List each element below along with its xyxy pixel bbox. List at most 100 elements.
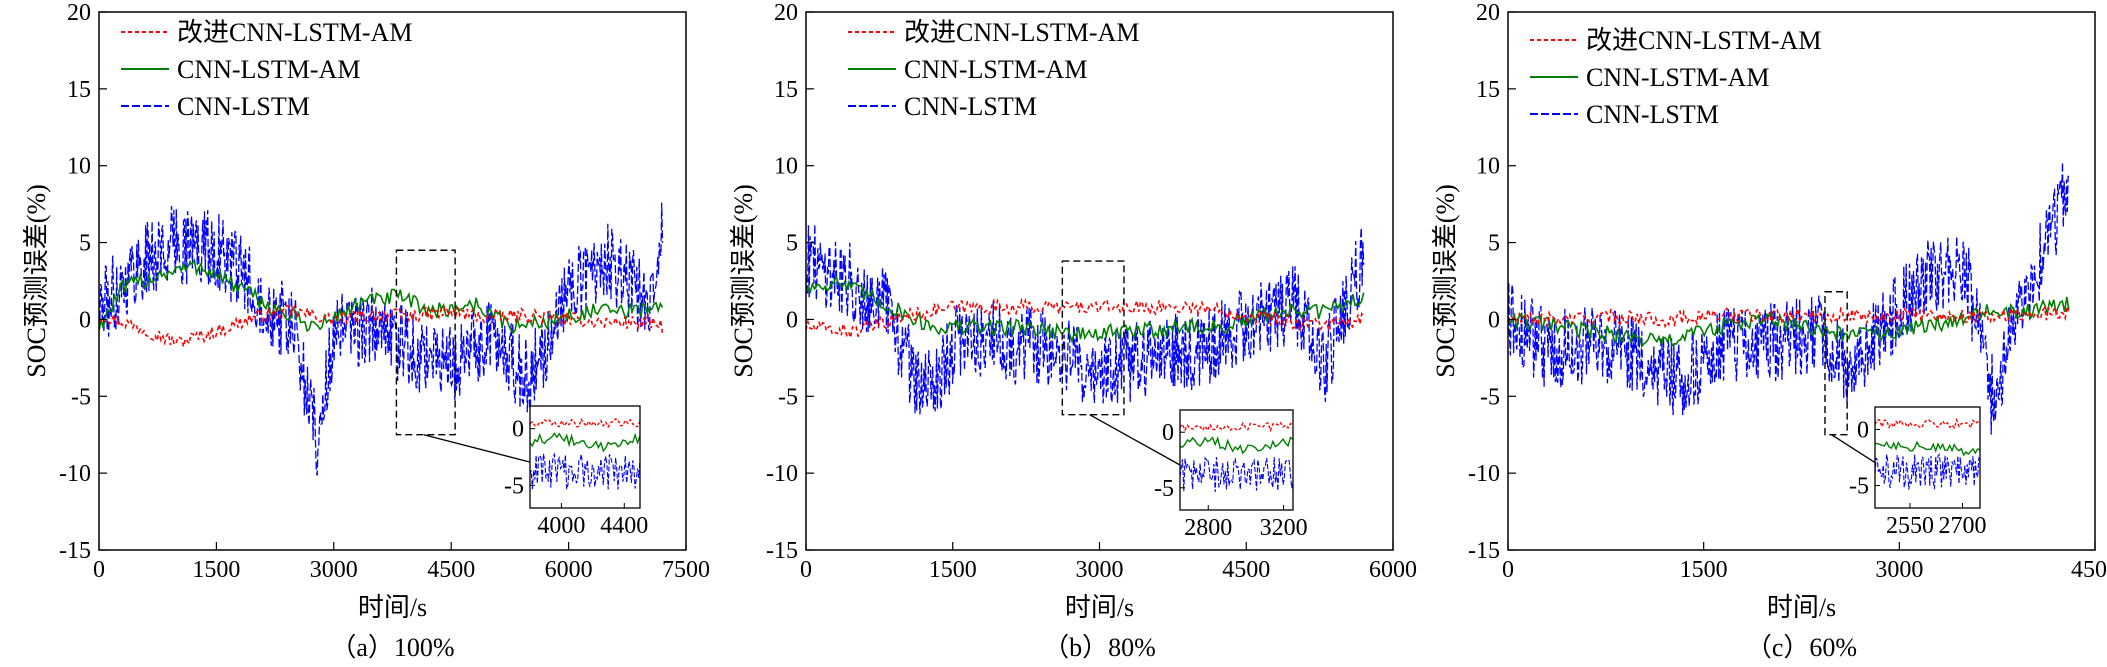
- legend-entry-2: CNN-LSTM-AM: [177, 55, 360, 84]
- inset-plot-area: [1180, 421, 1293, 493]
- y-tick-label: -10: [1468, 461, 1500, 487]
- inset-background: [1180, 410, 1293, 510]
- series-cnn-lstm-am: [1508, 296, 2070, 349]
- inset-x-tick-label: 2800: [1184, 515, 1232, 541]
- plot-frame: [805, 11, 1394, 551]
- inset-y-tick-label: -5: [1154, 476, 1174, 502]
- chart-panel-c: 0 1500 3000 4500 -15 -10 -5 0 5 10 15 20 时间/s SOC预测误差…: [1431, 0, 2107, 662]
- x-tick-label: 3000: [1076, 557, 1124, 583]
- y-axis-label: SOC预测误差(%): [22, 184, 51, 378]
- chart-panel-b: 0 1500 3000 4500 6000 -15 -10 -5 0 5 10 15 20 时间/s SOC…: [729, 0, 1417, 662]
- inset-x-tick-label: 4000: [537, 513, 585, 539]
- series-cnn-lstm: [1508, 161, 2070, 435]
- x-tick-label: 3000: [310, 557, 358, 583]
- inset-background: [1875, 407, 1980, 508]
- legend-entry-3: CNN-LSTM: [1586, 100, 1719, 129]
- plot-frame: [1507, 11, 2096, 551]
- y-axis-label: SOC预测误差(%): [729, 184, 758, 378]
- inset-frame: [1179, 409, 1294, 511]
- x-tick-label: 7500: [662, 557, 710, 583]
- y-tick-label: 15: [1476, 77, 1500, 103]
- inset-x-tick-label: 2550: [1886, 513, 1934, 539]
- inset-series-improved-cnn-lstm-am: [1180, 421, 1293, 433]
- x-tick-label: 1500: [192, 557, 240, 583]
- inset-y-tick-label: -5: [1849, 474, 1869, 500]
- inset-frame: [1874, 406, 1981, 509]
- inset-series-cnn-lstm-am: [1180, 436, 1293, 455]
- zoom-leader-line: [1089, 414, 1181, 466]
- y-tick-label: 0: [1488, 307, 1500, 333]
- series-cnn-lstm-am: [99, 258, 664, 335]
- series-improved-cnn-lstm-am: [1508, 305, 2070, 329]
- x-tick-label: 1500: [1680, 557, 1728, 583]
- y-tick-label: 5: [786, 231, 798, 257]
- x-tick-label: 4500: [2071, 557, 2107, 583]
- series-improved-cnn-lstm-am: [806, 297, 1365, 338]
- y-tick-label: 10: [67, 154, 91, 180]
- inset-frame: [529, 405, 641, 509]
- panel-caption: （b）80%: [1043, 633, 1156, 662]
- series-improved-cnn-lstm-am: [99, 304, 664, 347]
- y-tick-label: -10: [59, 461, 91, 487]
- inset-series-cnn-lstm: [1180, 456, 1293, 493]
- inset: 2550 2700 0 -5: [1849, 406, 1987, 539]
- x-tick-label: 0: [1502, 557, 1514, 583]
- legend: 改进CNN-LSTM-AM CNN-LSTM-AM CNN-LSTM: [1530, 26, 1821, 129]
- inset: 2800 3200 0 -5: [1154, 409, 1308, 541]
- inset: 4000 4400 0 -5: [504, 405, 648, 539]
- series-cnn-lstm: [806, 224, 1365, 415]
- inset-y-tick-label: -5: [504, 473, 524, 499]
- zoom-region-box: [1061, 260, 1125, 416]
- y-tick-label: 5: [79, 231, 91, 257]
- legend-entry-1: 改进CNN-LSTM-AM: [1586, 26, 1821, 55]
- panel-caption: （c）60%: [1746, 633, 1857, 662]
- series-cnn-lstm-am: [806, 272, 1365, 344]
- y-tick-label: -5: [1480, 384, 1500, 410]
- legend: 改进CNN-LSTM-AM CNN-LSTM-AM CNN-LSTM: [848, 18, 1139, 121]
- x-tick-label: 4500: [1222, 557, 1270, 583]
- legend-entry-2: CNN-LSTM-AM: [904, 55, 1087, 84]
- plot-area: [1508, 161, 2070, 435]
- chart-panel-a: 0 1500 3000 4500 6000 7500 -15 -10 -5 0 5 10 15 20 时间/…: [22, 0, 710, 662]
- y-tick-label: 20: [67, 0, 91, 26]
- inset-series-cnn-lstm-am: [1875, 440, 1980, 457]
- y-tick-label: 0: [786, 307, 798, 333]
- y-tick-label: -15: [1468, 538, 1500, 564]
- inset-series-improved-cnn-lstm-am: [530, 417, 640, 429]
- zoom-region-box: [1824, 291, 1848, 436]
- plot-frame: [98, 11, 687, 551]
- y-tick-label: -15: [59, 538, 91, 564]
- x-tick-label: 6000: [1369, 557, 1417, 583]
- inset-y-tick-label: 0: [1162, 420, 1174, 446]
- y-tick-label: -10: [766, 461, 798, 487]
- x-tick-label: 0: [800, 557, 812, 583]
- legend-entry-1: 改进CNN-LSTM-AM: [904, 18, 1139, 47]
- inset-y-tick-label: 0: [512, 417, 524, 443]
- inset-series-cnn-lstm-am: [530, 432, 640, 453]
- x-axis-label: 时间/s: [358, 593, 427, 622]
- inset-series-cnn-lstm: [530, 452, 640, 490]
- x-tick-label: 0: [93, 557, 105, 583]
- y-tick-label: 10: [774, 154, 798, 180]
- x-axis-label: 时间/s: [1065, 593, 1134, 622]
- y-tick-label: 20: [1476, 0, 1500, 26]
- y-tick-label: -5: [71, 384, 91, 410]
- y-tick-label: 0: [79, 307, 91, 333]
- panel-caption: （a）100%: [330, 633, 454, 662]
- y-tick-label: 5: [1488, 231, 1500, 257]
- inset-series-cnn-lstm: [1875, 453, 1980, 490]
- y-tick-label: 20: [774, 0, 798, 26]
- legend-entry-3: CNN-LSTM: [177, 92, 310, 121]
- legend-entry-2: CNN-LSTM-AM: [1586, 63, 1769, 92]
- plot-area: [99, 202, 664, 476]
- x-tick-label: 6000: [545, 557, 593, 583]
- x-axis-label: 时间/s: [1767, 593, 1836, 622]
- x-tick-label: 3000: [1875, 557, 1923, 583]
- y-tick-label: -5: [778, 384, 798, 410]
- inset-y-tick-label: 0: [1857, 417, 1869, 443]
- inset-x-tick-label: 4400: [600, 513, 648, 539]
- inset-x-tick-label: 3200: [1260, 515, 1308, 541]
- series-cnn-lstm: [99, 202, 664, 476]
- legend: 改进CNN-LSTM-AM CNN-LSTM-AM CNN-LSTM: [121, 18, 412, 121]
